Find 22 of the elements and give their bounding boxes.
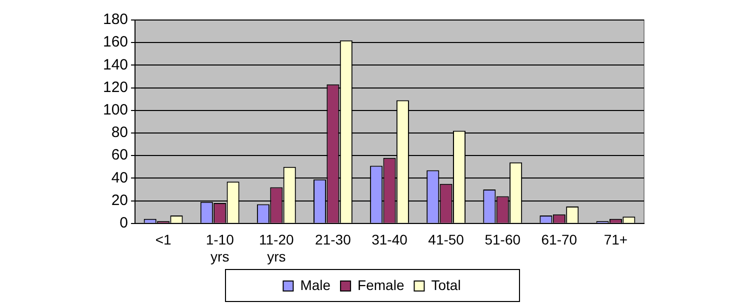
legend-label: Male	[300, 276, 331, 293]
y-tick-label: 180	[102, 11, 128, 28]
x-tick-label: <1	[155, 232, 172, 248]
legend-label: Female	[358, 276, 404, 293]
x-tick-label: 41-50	[428, 232, 464, 248]
x-tick-label: 11-20 yrs	[259, 232, 294, 264]
x-tick-label: 21-30	[315, 232, 352, 248]
y-tick-label: 120	[102, 78, 128, 96]
x-tick-label: 1-10 yrs	[206, 232, 234, 264]
x-tick-label: 71+	[604, 232, 628, 248]
y-tick-label: 80	[111, 124, 128, 142]
x-tick-label: 61-70	[541, 232, 578, 248]
x-tick-label: 51-60	[484, 232, 521, 248]
x-tick-label: 31-40	[372, 232, 408, 248]
y-tick-label: 100	[102, 102, 128, 119]
y-tick-label: 140	[102, 56, 128, 74]
legend-label: Total	[431, 276, 461, 293]
y-tick-label: 20	[111, 192, 128, 209]
y-tick-label: 60	[111, 146, 128, 164]
y-tick-label: 40	[111, 169, 128, 186]
y-tick-label: 160	[102, 34, 128, 51]
y-tick-label: 0	[120, 214, 128, 232]
